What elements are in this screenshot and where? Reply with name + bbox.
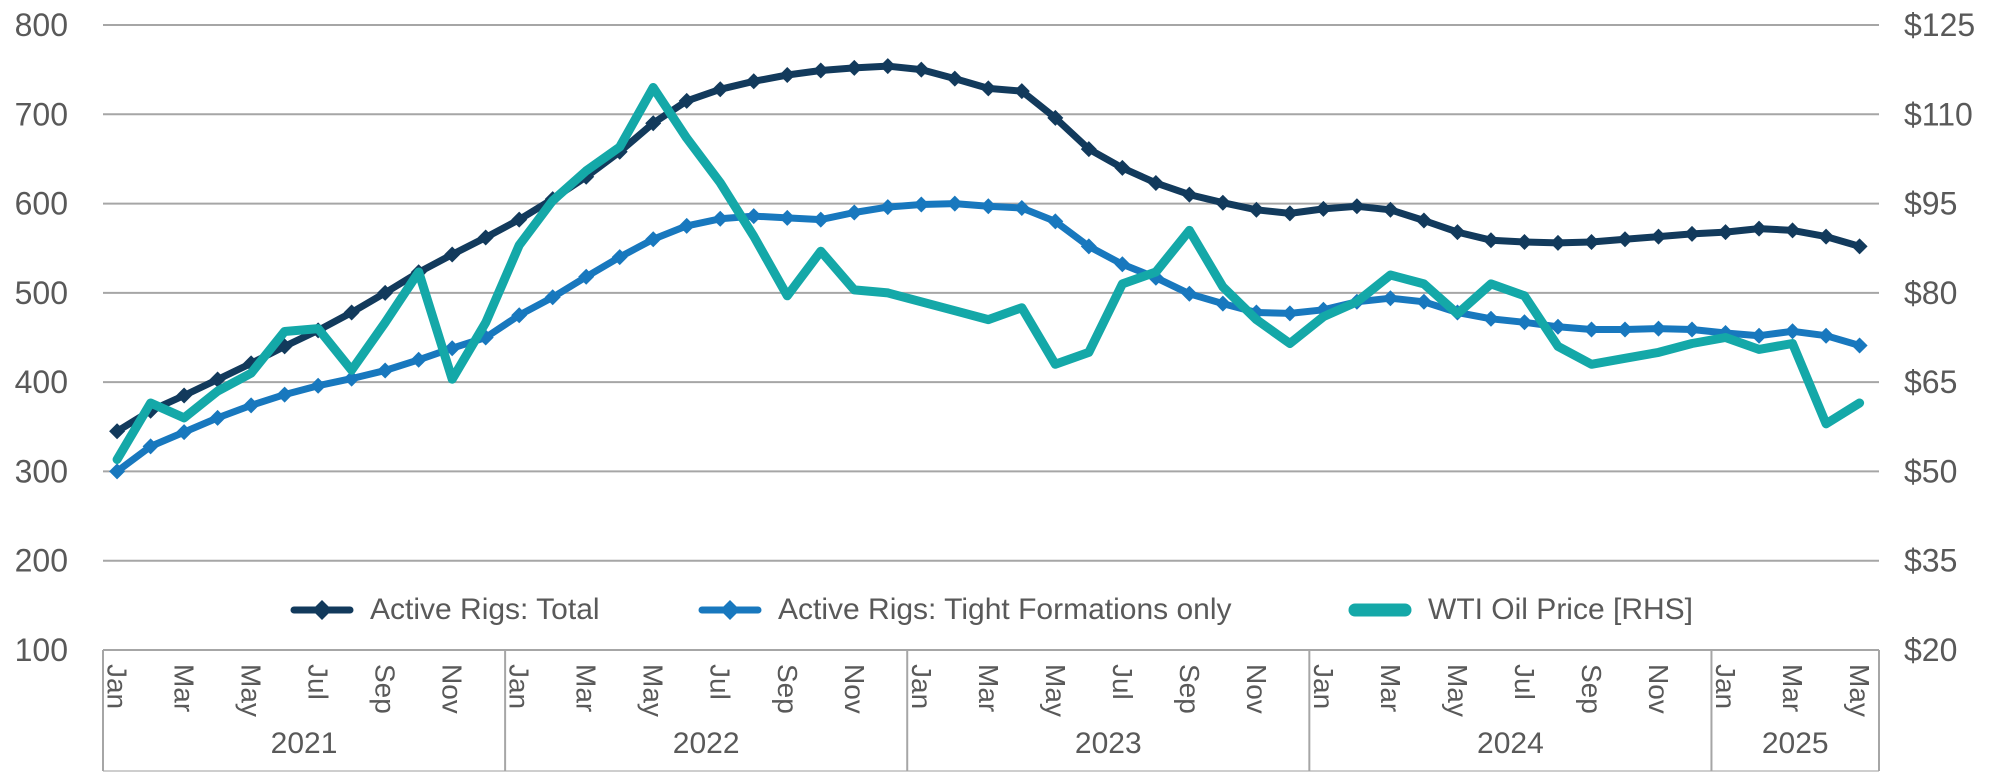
svg-text:Jan: Jan [1308, 664, 1339, 709]
svg-text:Jan: Jan [504, 664, 535, 709]
svg-text:Jul: Jul [705, 664, 736, 700]
svg-text:100: 100 [15, 632, 68, 668]
svg-text:$20: $20 [1904, 632, 1957, 668]
svg-text:600: 600 [15, 186, 68, 222]
svg-text:May: May [236, 664, 267, 717]
svg-text:$95: $95 [1904, 186, 1957, 222]
svg-text:$80: $80 [1904, 275, 1957, 311]
svg-text:Nov: Nov [437, 664, 468, 714]
svg-text:Jan: Jan [906, 664, 937, 709]
svg-text:Nov: Nov [1643, 664, 1674, 714]
svg-text:2025: 2025 [1762, 727, 1829, 760]
svg-text:$65: $65 [1904, 364, 1957, 400]
svg-text:2024: 2024 [1477, 727, 1544, 760]
svg-text:$125: $125 [1904, 7, 1975, 43]
svg-text:700: 700 [15, 96, 68, 132]
svg-text:Sep: Sep [1174, 664, 1205, 714]
left-axis-tick-labels: 800 700 600 500 400 300 200 100 [15, 7, 68, 668]
svg-text:May: May [1442, 664, 1473, 717]
svg-text:2021: 2021 [271, 727, 338, 760]
svg-text:Jul: Jul [303, 664, 334, 700]
svg-text:200: 200 [15, 543, 68, 579]
right-axis-tick-labels: $125 $110 $95 $80 $65 $50 $35 $20 [1904, 7, 1975, 668]
svg-text:2023: 2023 [1075, 727, 1142, 760]
svg-text:Mar: Mar [169, 664, 200, 712]
svg-text:Jan: Jan [1710, 664, 1741, 709]
svg-text:Nov: Nov [1241, 664, 1272, 714]
svg-text:Mar: Mar [1777, 664, 1808, 712]
svg-text:Mar: Mar [571, 664, 602, 712]
svg-text:$110: $110 [1904, 96, 1973, 132]
svg-text:May: May [1040, 664, 1071, 717]
svg-text:$35: $35 [1904, 543, 1957, 579]
svg-text:500: 500 [15, 275, 68, 311]
series-active-rigs-total [109, 58, 1868, 440]
svg-text:300: 300 [15, 453, 68, 489]
svg-text:400: 400 [15, 364, 68, 400]
svg-text:May: May [1844, 664, 1875, 717]
svg-text:May: May [638, 664, 669, 717]
svg-text:800: 800 [15, 7, 68, 43]
series-active-rigs-tight-formations [109, 195, 1868, 480]
svg-text:Mar: Mar [1375, 664, 1406, 712]
svg-text:Jul: Jul [1509, 664, 1540, 700]
series-wti-oil-price [112, 83, 1865, 464]
svg-text:$50: $50 [1904, 453, 1957, 489]
svg-text:Sep: Sep [370, 664, 401, 714]
x-axis-band: Jan Mar May Jul Sep Nov 2021 Jan Mar May Jul Sep Nov… [102, 649, 1880, 772]
svg-text:Jul: Jul [1107, 664, 1138, 700]
svg-text:Jan: Jan [102, 664, 133, 709]
svg-text:Sep: Sep [772, 664, 803, 714]
svg-text:Nov: Nov [839, 664, 870, 714]
svg-text:Sep: Sep [1576, 664, 1607, 714]
svg-text:Mar: Mar [973, 664, 1004, 712]
svg-text:2022: 2022 [673, 727, 740, 760]
